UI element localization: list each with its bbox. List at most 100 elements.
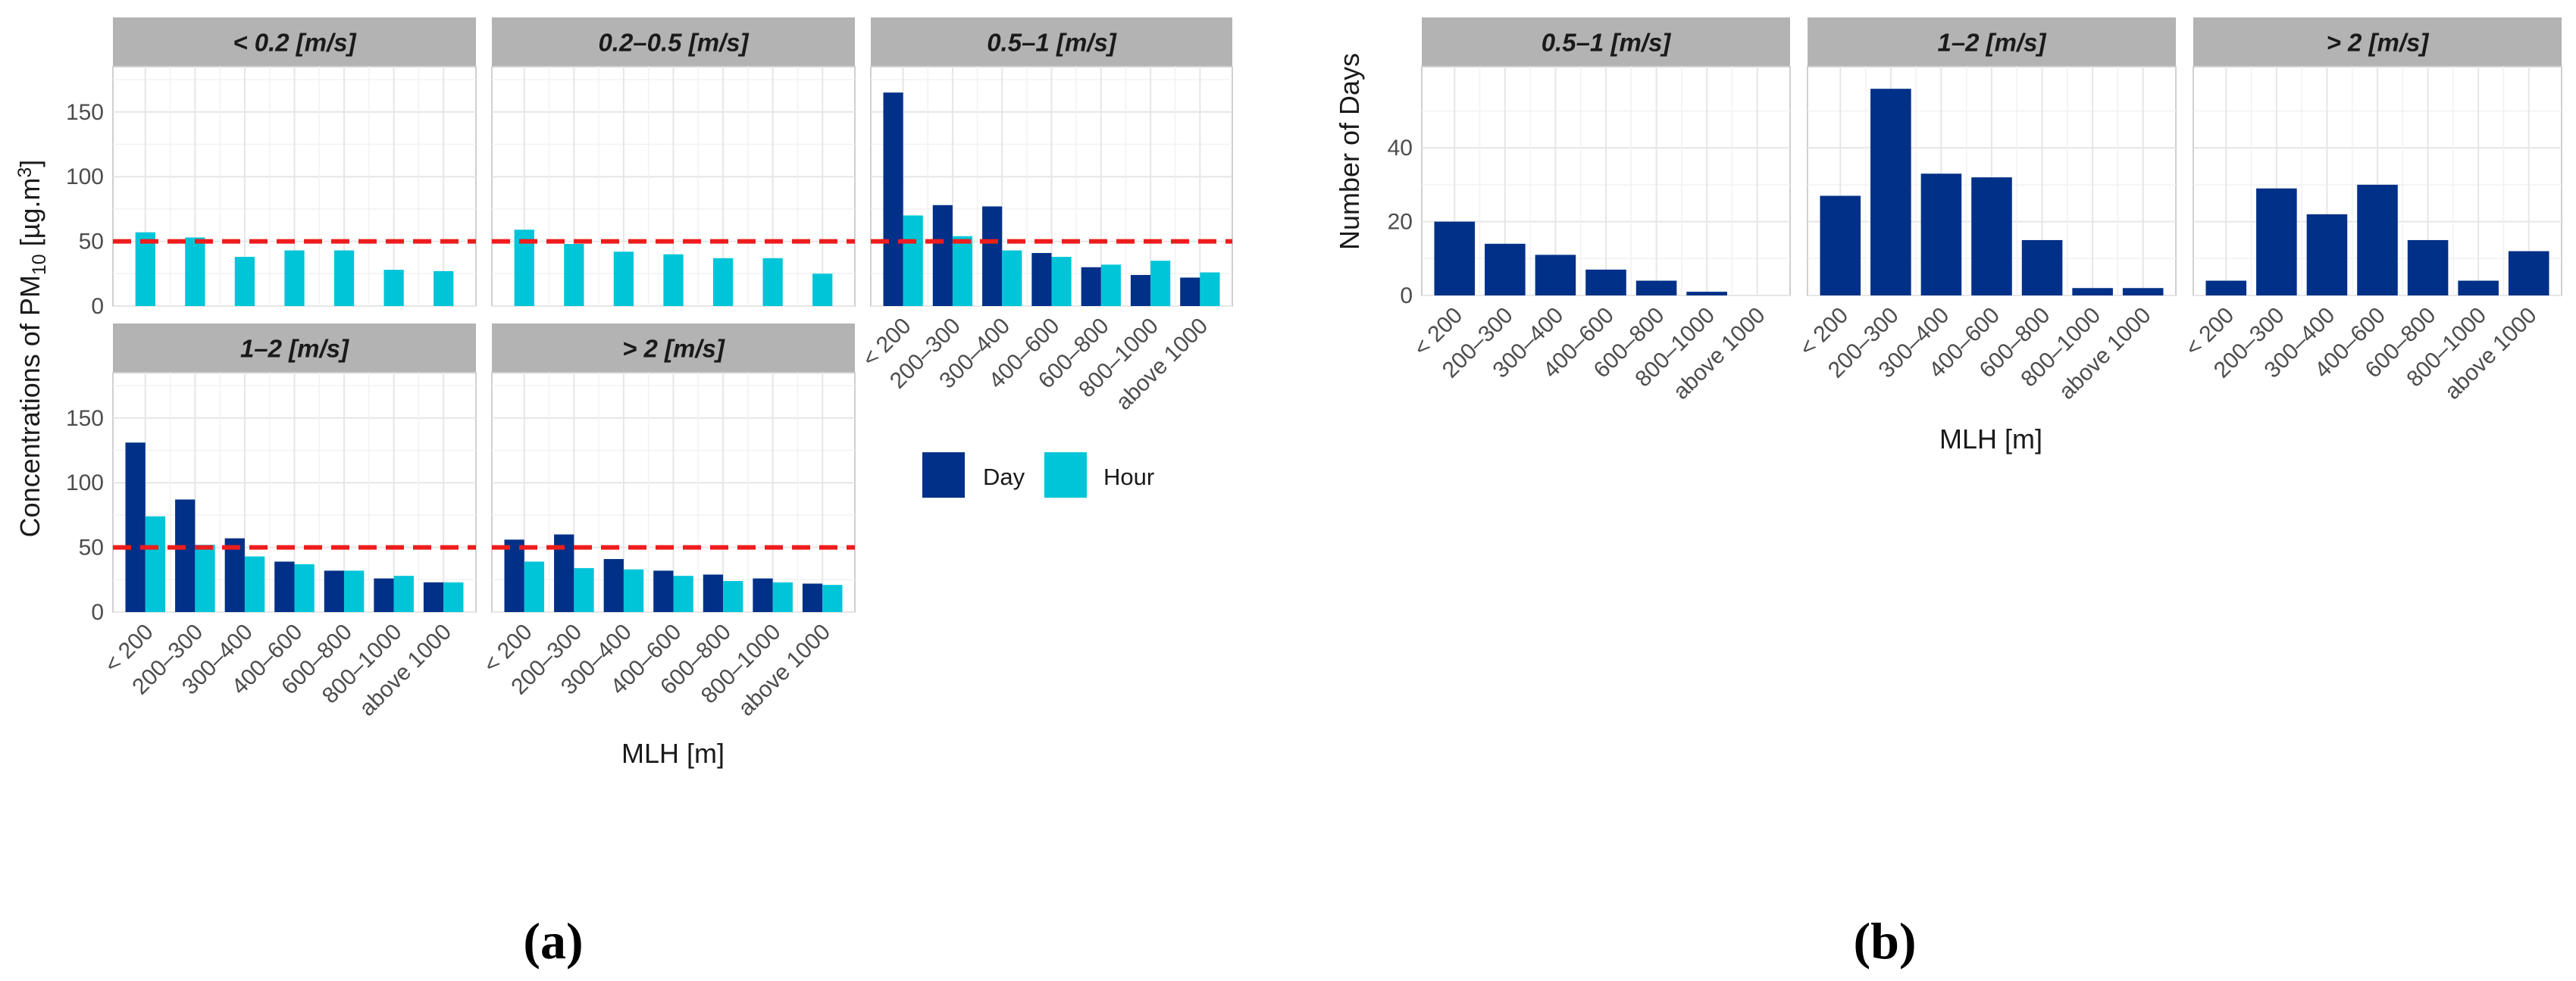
bar-hour bbox=[903, 215, 923, 306]
bar-group bbox=[504, 534, 843, 612]
facet-strip bbox=[113, 17, 476, 67]
legend: Day Hour bbox=[922, 452, 1154, 498]
bar-days bbox=[2458, 280, 2499, 295]
bar-day bbox=[932, 205, 953, 306]
y-axis-title: Concentrations of PM10 [µg.m3] bbox=[14, 160, 50, 538]
bar-hour bbox=[1150, 261, 1171, 306]
x-axis-title: MLH [m] bbox=[1939, 423, 2042, 455]
bar-hour bbox=[1002, 250, 1022, 306]
facet-strip bbox=[113, 323, 476, 373]
y-axis-title-part: ] bbox=[14, 160, 45, 167]
y-tick-label: 150 bbox=[66, 100, 104, 125]
bar-group bbox=[135, 232, 454, 306]
facet-strip bbox=[492, 17, 855, 67]
bar-day bbox=[653, 570, 674, 612]
bar-days bbox=[2357, 184, 2398, 295]
bar-hour bbox=[673, 576, 693, 612]
bar-day bbox=[423, 582, 444, 612]
y-axis-title-part: Concentrations of PM bbox=[14, 275, 45, 537]
legend-swatch-hour bbox=[1044, 452, 1087, 498]
legend-label-hour: Hour bbox=[1103, 464, 1154, 490]
bar-group bbox=[1434, 221, 1727, 295]
bar-hour bbox=[185, 237, 205, 306]
bar-day bbox=[1031, 252, 1052, 306]
panel-label-b: (b) bbox=[1853, 912, 1916, 970]
bar-day bbox=[802, 583, 823, 612]
bar-hour bbox=[822, 585, 843, 612]
bar-day bbox=[1130, 275, 1151, 306]
bar-hour bbox=[623, 569, 644, 612]
facet-strip bbox=[2193, 17, 2562, 67]
bar-days bbox=[1820, 195, 1861, 295]
y-axis-title-part: 10 bbox=[29, 254, 50, 275]
bar-group bbox=[514, 230, 833, 306]
bar-hour bbox=[524, 561, 545, 612]
bar-days bbox=[2122, 288, 2164, 295]
y-axis-title-part: [µg.m bbox=[14, 178, 45, 255]
y-tick-label: 150 bbox=[66, 406, 104, 431]
bar-days bbox=[1971, 177, 2012, 295]
facet-a-2: 0.5–1 [m/s]< 200200–300300–400400–600600… bbox=[858, 17, 1233, 415]
y-tick-label: 0 bbox=[1400, 283, 1413, 308]
bar-hour bbox=[613, 251, 634, 306]
bar-day bbox=[324, 570, 345, 612]
facet-a-4: > 2 [m/s]< 200200–300300–400400–600600–8… bbox=[479, 323, 856, 721]
facet-b-1: 1–2 [m/s]< 200200–300300–400400–600600–8… bbox=[1795, 17, 2177, 405]
x-axis-title: MLH [m] bbox=[621, 738, 725, 769]
y-tick-label: 50 bbox=[79, 536, 104, 561]
facet-strip-title: > 2 [m/s] bbox=[622, 335, 725, 363]
bar-hour bbox=[1100, 264, 1121, 306]
bar-hour bbox=[812, 273, 833, 306]
facet-strip bbox=[1808, 17, 2176, 67]
bar-hour bbox=[564, 244, 584, 306]
bar-days bbox=[2508, 251, 2549, 295]
bar-hour bbox=[952, 236, 973, 306]
bar-days bbox=[2072, 288, 2113, 295]
panel-label-a: (a) bbox=[523, 912, 583, 970]
y-tick-label: 50 bbox=[79, 230, 104, 255]
bar-days bbox=[1535, 255, 1576, 295]
bar-hour bbox=[772, 582, 793, 612]
facet-a-0: < 0.2 [m/s] 0 50 100 150 bbox=[66, 17, 477, 319]
bar-hour bbox=[393, 576, 414, 612]
legend-label-day: Day bbox=[983, 464, 1025, 490]
bar-day bbox=[374, 578, 394, 612]
y-tick-label: 20 bbox=[1388, 210, 1413, 235]
bar-days bbox=[1870, 89, 1911, 296]
bar-hour bbox=[663, 254, 684, 306]
bar-day bbox=[703, 574, 724, 612]
bar-group bbox=[2205, 184, 2549, 295]
facet-a-1: 0.2–0.5 [m/s] bbox=[491, 17, 856, 307]
bar-hour bbox=[333, 250, 355, 306]
facet-strip-title: 1–2 [m/s] bbox=[240, 335, 349, 363]
y-axis-title: Number of Days bbox=[1334, 53, 1365, 250]
bar-group bbox=[883, 92, 1220, 306]
bar-day bbox=[125, 442, 146, 612]
facet-strip-title: 1–2 [m/s] bbox=[1937, 29, 2046, 57]
facet-strip-title: 0.5–1 [m/s] bbox=[987, 29, 1117, 57]
bar-day bbox=[504, 539, 524, 612]
legend-swatch-day bbox=[922, 452, 965, 498]
bar-day bbox=[982, 206, 1003, 306]
bar-days bbox=[2256, 188, 2297, 295]
bar-hour bbox=[712, 258, 734, 306]
bar-day bbox=[603, 558, 624, 612]
bar-hour bbox=[434, 270, 454, 306]
y-tick-label: 0 bbox=[91, 600, 104, 625]
bar-hour bbox=[1200, 272, 1220, 306]
bar-hour bbox=[723, 581, 743, 612]
bar-days bbox=[2407, 239, 2449, 295]
bar-days bbox=[1434, 221, 1476, 295]
bar-hour bbox=[344, 570, 365, 612]
bar-day bbox=[224, 538, 245, 612]
facet-strip-title: > 2 [m/s] bbox=[2327, 29, 2430, 57]
bar-day bbox=[274, 561, 295, 612]
facet-strip bbox=[492, 323, 855, 373]
y-axis-title-part: 3 bbox=[14, 167, 36, 178]
bar-hour bbox=[284, 250, 305, 306]
bar-hour bbox=[762, 258, 783, 306]
facet-strip bbox=[871, 17, 1232, 67]
